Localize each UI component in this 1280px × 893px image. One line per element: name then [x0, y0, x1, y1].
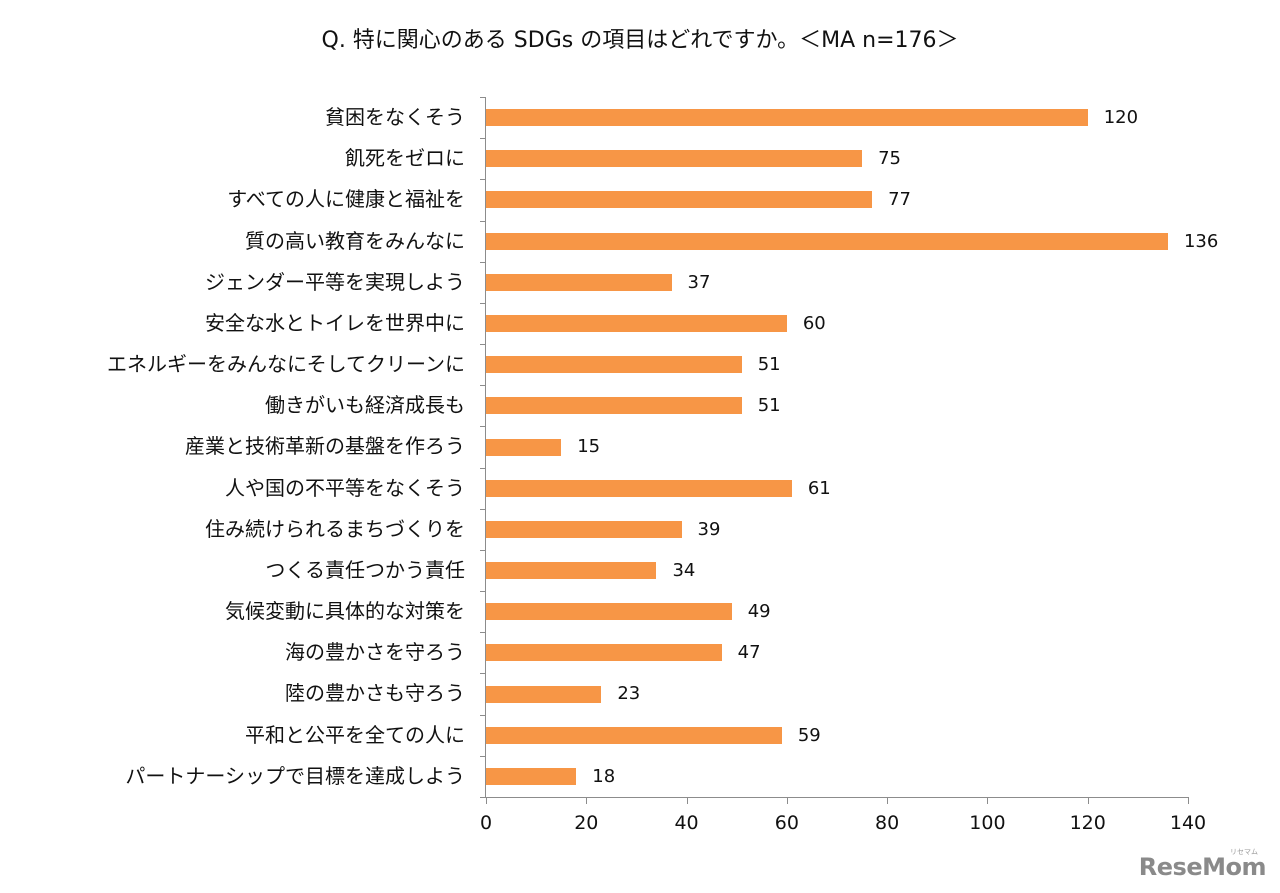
- category-label: エネルギーをみんなにそしてクリーンに: [107, 352, 465, 377]
- category-label: 平和と公平を全ての人に: [245, 722, 465, 747]
- bar: [486, 191, 873, 209]
- bar: [486, 603, 732, 621]
- bar: [486, 397, 742, 415]
- y-axis-tick: [480, 302, 486, 304]
- x-axis-tick: [786, 797, 788, 804]
- x-axis-tick-label: 60: [774, 812, 799, 834]
- category-label: すべての人に健康と福祉を: [227, 187, 465, 212]
- category-label: 安全な水とトイレを世界中に: [205, 310, 465, 335]
- watermark-sub: リセマム: [1230, 848, 1258, 856]
- bar-value-label: 15: [577, 436, 601, 458]
- bar: [486, 356, 742, 374]
- bar: [486, 109, 1088, 127]
- bar-value-label: 75: [878, 148, 901, 170]
- category-label: 気候変動に具体的な対策を: [225, 599, 465, 624]
- bar: [486, 726, 782, 744]
- x-axis-tick: [586, 797, 588, 804]
- x-axis-tick-label: 40: [674, 812, 699, 834]
- y-axis-tick: [480, 426, 486, 428]
- bar: [486, 479, 792, 497]
- bar-value-label: 59: [797, 724, 821, 746]
- x-axis-tick: [1087, 797, 1089, 804]
- bar: [486, 767, 577, 785]
- y-axis-tick: [480, 179, 486, 181]
- x-axis-line: [485, 797, 1189, 798]
- y-axis-tick: [480, 138, 486, 140]
- watermark-logo: ReseMom: [1138, 853, 1267, 881]
- chart-title: Q. 特に関心のある SDGs の項目はどれですか。＜MA n=176＞: [321, 28, 959, 53]
- bar: [486, 520, 682, 538]
- category-label: 住み続けられるまちづくりを: [205, 516, 465, 541]
- category-label: 飢死をゼロに: [345, 146, 465, 171]
- y-axis-tick: [480, 632, 486, 634]
- y-axis-tick: [480, 755, 486, 757]
- bar-value-label: 136: [1183, 230, 1219, 252]
- category-label: 働きがいも経済成長も: [265, 393, 465, 418]
- bar-value-label: 47: [737, 642, 761, 664]
- y-axis-tick: [480, 673, 486, 675]
- x-axis-tick-label: 0: [479, 812, 493, 834]
- x-axis-tick-label: 140: [1169, 812, 1207, 834]
- category-label: 陸の豊かさも守ろう: [285, 681, 465, 706]
- category-label: 海の豊かさを守ろう: [285, 640, 465, 665]
- x-axis-tick-label: 80: [875, 812, 900, 834]
- bar-value-label: 51: [757, 395, 781, 417]
- x-axis-tick-label: 120: [1069, 812, 1106, 834]
- bar: [486, 232, 1168, 250]
- bar-value-label: 61: [807, 477, 831, 499]
- category-label: つくる責任つかう責任: [265, 557, 465, 582]
- x-axis-tick: [486, 797, 487, 804]
- y-axis-tick: [480, 344, 486, 346]
- bar-value-label: 120: [1103, 107, 1139, 128]
- category-label: 産業と技術革新の基盤を作ろう: [185, 434, 465, 459]
- y-axis-tick: [480, 714, 486, 716]
- category-label: パートナーシップで目標を達成しよう: [125, 763, 465, 788]
- bar-value-label: 51: [757, 354, 781, 376]
- bar: [486, 562, 657, 580]
- category-label: ジェンダー平等を実現しよう: [205, 269, 465, 294]
- bar: [486, 314, 787, 332]
- x-axis-tick-label: 100: [969, 812, 1006, 834]
- y-axis-tick: [480, 220, 486, 222]
- bar-value-label: 37: [687, 271, 711, 293]
- bar: [486, 150, 863, 168]
- x-axis-tick: [1188, 797, 1189, 804]
- y-axis-tick: [480, 591, 486, 593]
- x-axis-tick: [987, 797, 989, 804]
- bar: [486, 644, 722, 662]
- y-axis-tick: [480, 797, 486, 798]
- y-axis-tick: [480, 385, 486, 387]
- bar-value-label: 34: [672, 559, 696, 581]
- category-label: 貧困をなくそう: [325, 105, 465, 129]
- bar-value-label: 77: [888, 189, 911, 211]
- y-axis-tick: [480, 467, 486, 469]
- y-axis-tick: [480, 508, 486, 510]
- bar: [486, 273, 672, 291]
- y-axis-line: [485, 97, 486, 798]
- y-axis-tick: [480, 549, 486, 551]
- bar-value-label: 23: [617, 683, 641, 705]
- category-label: 人や国の不平等をなくそう: [225, 475, 465, 500]
- x-axis-tick: [686, 797, 688, 804]
- bar-value-label: 60: [802, 312, 826, 334]
- x-axis-tick: [887, 797, 889, 804]
- bar: [486, 685, 602, 703]
- category-label: 質の高い教育をみんなに: [245, 228, 465, 253]
- x-axis-tick-label: 20: [574, 812, 599, 834]
- y-axis-tick: [480, 261, 486, 263]
- bar-value-label: 39: [697, 518, 721, 540]
- bar: [486, 438, 562, 456]
- bar-value-label: 18: [592, 765, 616, 787]
- y-axis-tick: [480, 97, 486, 98]
- bar-value-label: 49: [747, 601, 771, 623]
